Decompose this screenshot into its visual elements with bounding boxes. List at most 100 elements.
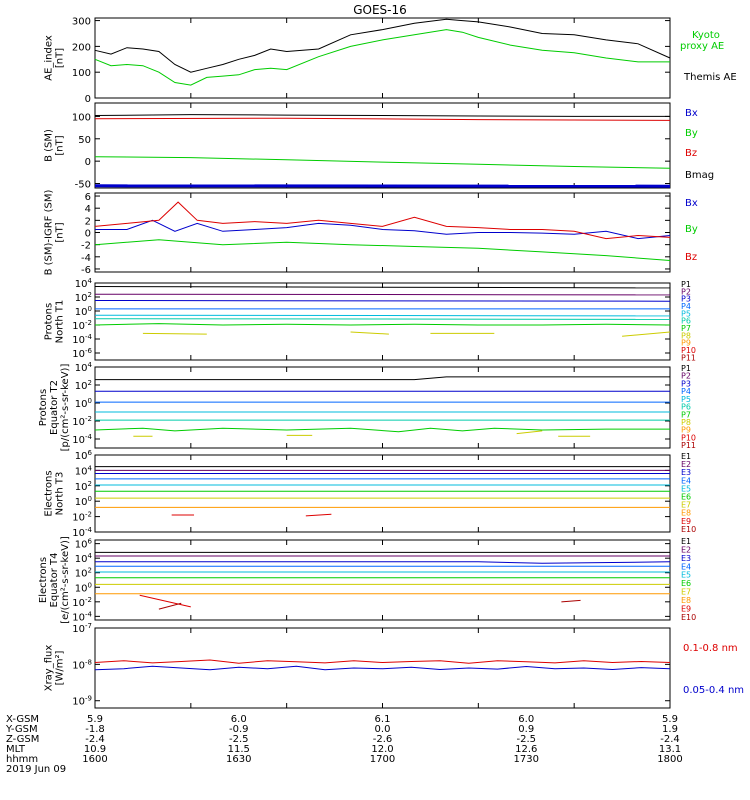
x-axis-value: -2.5 (516, 734, 536, 745)
x-axis-row-label: 2019 Jun 09 (6, 764, 66, 775)
series-line-bz (94, 201, 671, 240)
legend-label: P6 (681, 403, 691, 412)
x-axis-row-label: hhmm (6, 754, 38, 765)
y-tick-label: -2 (81, 241, 91, 252)
x-axis-value: 12.0 (371, 744, 393, 755)
x-axis-value: 11.5 (228, 744, 250, 755)
y-tick-label: 0 (85, 94, 91, 105)
series-line-p2 (94, 293, 671, 296)
legend-label: P8 (681, 418, 691, 427)
legend-label: Bx (685, 198, 698, 209)
series-line-p3 (94, 300, 671, 302)
legend-label: P7 (681, 324, 691, 333)
y-tick-label: 100 (72, 112, 91, 123)
x-axis-value: 5.9 (662, 714, 678, 725)
legend-label: E6 (681, 579, 691, 588)
y-tick-label: 10-2 (72, 415, 92, 428)
y-tick-label: 50 (78, 135, 91, 146)
y-axis-label: Equator T2 (49, 380, 60, 435)
y-tick-label: 104 (75, 464, 93, 477)
y-tick-label: 0 (85, 157, 91, 168)
legend-label: E5 (681, 484, 691, 493)
legend-label: P7 (681, 410, 691, 419)
series-line-0-1-0-8-nm (94, 659, 671, 664)
y-axis-label: Xray_flux (44, 645, 55, 692)
y-tick-label: 102 (75, 379, 92, 392)
y-tick-label: 4 (85, 204, 91, 215)
y-tick-label: 10-2 (72, 511, 92, 524)
y-axis-label: Protons (38, 389, 49, 426)
series-line-by (94, 239, 671, 261)
y-axis-label: Protons (44, 303, 55, 340)
y-tick-label: 100 (75, 397, 92, 410)
y-tick-label: 10-2 (72, 319, 92, 332)
x-axis-value: 0.0 (375, 724, 391, 735)
legend-label: E4 (681, 562, 691, 571)
x-axis-value: 5.9 (87, 714, 103, 725)
legend-label: P2 (681, 287, 691, 296)
legend-label: E9 (681, 604, 691, 613)
y-axis-label: B (SM)-IGRF (SM) (44, 190, 55, 276)
legend-label: P1 (681, 280, 691, 289)
series-line-themis-ae (94, 18, 671, 73)
y-tick-label: 102 (75, 567, 92, 580)
legend-label: E6 (681, 493, 691, 502)
y-axis-label: AE_index (44, 35, 55, 81)
series-line-e9 (139, 594, 191, 608)
y-tick-label: 200 (72, 42, 91, 53)
y-tick-label: -6 (81, 265, 91, 276)
y-tick-label: 102 (75, 480, 92, 493)
x-axis-value: 12.6 (515, 744, 537, 755)
legend-label: E7 (681, 501, 691, 510)
legend-label: E10 (681, 525, 696, 534)
x-axis-value: -2.4 (85, 734, 105, 745)
y-axis-label: [W/m²] (55, 650, 66, 685)
legend-label: E8 (681, 596, 691, 605)
series-line-bz (94, 117, 671, 121)
legend-label: E2 (681, 460, 691, 469)
x-axis-value: 1730 (514, 754, 539, 765)
series-line-p8 (622, 331, 671, 337)
x-axis-value: 1800 (657, 754, 682, 765)
series-line-bx (95, 219, 671, 240)
y-tick-label: 104 (75, 552, 93, 565)
x-axis-row-label: Y-GSM (5, 724, 38, 735)
y-tick-label: 10-7 (72, 622, 92, 635)
x-axis-value: -0.9 (229, 724, 249, 735)
x-axis-value: 10.9 (84, 744, 106, 755)
x-axis-value: 1.9 (662, 724, 678, 735)
y-tick-label: 104 (75, 277, 93, 290)
legend-label: P11 (681, 353, 696, 362)
legend-label: E7 (681, 588, 691, 597)
legend-label: P2 (681, 372, 691, 381)
series-line-p7 (94, 323, 671, 326)
y-tick-label: 10-4 (72, 333, 92, 346)
series-line-e3 (95, 561, 671, 564)
x-axis-value: 6.0 (518, 714, 534, 725)
y-axis-label: Equator T4 (49, 553, 60, 608)
x-axis-value: 1700 (370, 754, 395, 765)
plot-title: GOES-16 (353, 3, 407, 17)
y-tick-label: 100 (75, 495, 92, 508)
legend-label: E1 (681, 537, 691, 546)
legend-label: Bmag (685, 170, 714, 181)
y-axis-label: Electrons (38, 557, 49, 603)
legend-label: P4 (681, 302, 691, 311)
series-line-p5 (94, 314, 671, 317)
series-line-p1 (94, 286, 671, 289)
legend-label: P5 (681, 395, 691, 404)
legend-label: By (685, 224, 698, 235)
legend-label: Themis AE (683, 72, 737, 83)
legend-label: P3 (681, 295, 691, 304)
legend-label: P10 (681, 433, 696, 442)
x-axis-value: -1.8 (85, 724, 105, 735)
x-axis-value: -2.6 (373, 734, 393, 745)
y-axis-label: North T3 (55, 472, 66, 516)
series-line-p7 (94, 427, 670, 433)
legend-label: Bz (685, 148, 697, 159)
y-axis-label: [nT] (55, 48, 66, 68)
legend-label: P10 (681, 346, 696, 355)
legend-label: P5 (681, 309, 691, 318)
legend-label: E9 (681, 517, 691, 526)
